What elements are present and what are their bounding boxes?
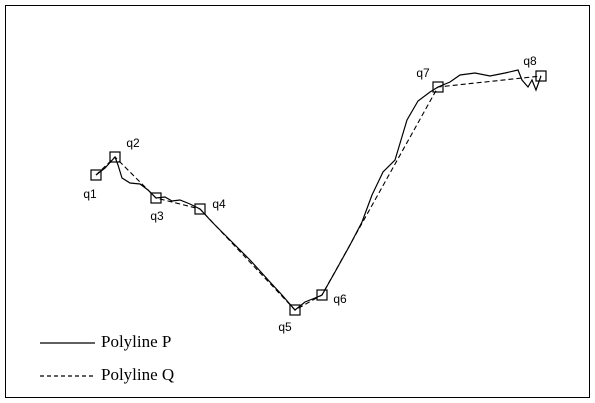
node-label: q4	[212, 197, 226, 211]
node-label: q7	[416, 66, 430, 80]
frame	[5, 5, 590, 398]
legend-label: Polyline P	[101, 332, 171, 351]
node-marker	[535, 70, 547, 82]
node-marker	[432, 81, 444, 93]
node-marker	[194, 203, 206, 215]
node-marker	[289, 304, 301, 316]
node-marker	[150, 192, 162, 204]
node-label: q6	[333, 292, 347, 306]
node-label: q3	[150, 209, 164, 223]
polyline-q	[95, 75, 542, 311]
node-marker	[316, 289, 328, 301]
node-marker	[109, 151, 121, 163]
node-label: q8	[523, 54, 537, 68]
node-label: q2	[126, 136, 140, 150]
node-marker	[90, 169, 102, 181]
legend-label: Polyline Q	[101, 365, 174, 384]
node-label: q1	[83, 187, 97, 201]
node-label: q5	[278, 320, 292, 334]
